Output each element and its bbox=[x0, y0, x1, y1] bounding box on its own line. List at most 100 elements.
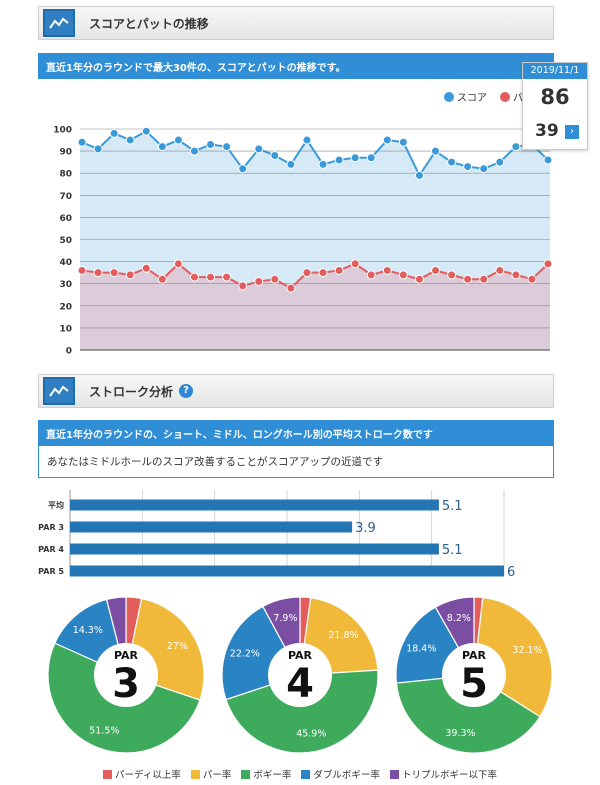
bar-category-label: 平均 bbox=[48, 500, 64, 510]
data-point bbox=[254, 144, 264, 154]
data-point bbox=[431, 146, 441, 156]
bar-value-label: 5.1 bbox=[442, 499, 463, 514]
data-point bbox=[238, 164, 248, 174]
pie-slice-label: 39.3% bbox=[445, 728, 475, 739]
y-tick-label: 40 bbox=[59, 258, 72, 268]
data-point bbox=[109, 268, 119, 278]
tooltip-score: 86 bbox=[540, 85, 570, 109]
section-description-banner: 直近1年分のラウンドの、ショート、ミドル、ロングホール別の平均ストローク数です bbox=[38, 420, 554, 446]
data-point bbox=[414, 274, 424, 284]
legend-label: ボギー率 bbox=[253, 770, 292, 781]
data-point bbox=[189, 272, 199, 282]
line-chart-icon bbox=[43, 377, 75, 405]
tooltip-date: 2019/11/1 bbox=[523, 63, 587, 79]
data-point bbox=[173, 259, 183, 269]
pie-center-large-label: 4 bbox=[286, 661, 314, 707]
data-point bbox=[286, 283, 296, 293]
legend-label: パ bbox=[513, 92, 523, 104]
data-point bbox=[238, 281, 248, 291]
data-point bbox=[543, 259, 553, 269]
data-point bbox=[270, 151, 280, 161]
data-point bbox=[350, 259, 360, 269]
bar-category-label: PAR 3 bbox=[38, 523, 64, 532]
data-point bbox=[206, 139, 216, 149]
section-header-stroke-analysis: ストローク分析 ? bbox=[38, 374, 554, 408]
legend-swatch bbox=[301, 769, 311, 779]
legend-label: スコア bbox=[457, 93, 487, 104]
data-point bbox=[157, 142, 167, 152]
bar-value-label: 6 bbox=[507, 565, 515, 580]
data-point bbox=[222, 142, 232, 152]
data-point bbox=[447, 270, 457, 280]
data-point bbox=[93, 268, 103, 278]
pie-legend-item: ボギー率 bbox=[241, 767, 291, 781]
pie-legend-item: ダブルボギー率 bbox=[301, 767, 380, 781]
pie-slice-label: 18.4% bbox=[406, 643, 436, 654]
section-description-banner: 直近1年分のラウンドで最大30件の、スコアとパットの推移です。 bbox=[38, 53, 554, 79]
data-point bbox=[334, 265, 344, 275]
data-point bbox=[270, 274, 280, 284]
pie-slice-label: 27% bbox=[167, 641, 188, 652]
y-tick-label: 100 bbox=[53, 126, 72, 136]
pie-slice bbox=[225, 669, 379, 754]
chevron-right-icon[interactable]: › bbox=[565, 125, 579, 139]
data-point bbox=[189, 146, 199, 156]
data-point bbox=[77, 137, 87, 147]
help-icon[interactable]: ? bbox=[179, 384, 194, 398]
pie-center bbox=[94, 643, 158, 707]
pie-center-small-label: PAR bbox=[462, 649, 487, 662]
y-tick-label: 70 bbox=[59, 192, 72, 202]
data-point bbox=[511, 142, 521, 152]
pie-slice-label: 8.2% bbox=[447, 613, 471, 624]
pie-center bbox=[442, 643, 506, 707]
legend-swatch bbox=[103, 769, 113, 779]
data-point bbox=[334, 155, 344, 165]
bar-value-label: 5.1 bbox=[442, 543, 463, 558]
data-point bbox=[463, 274, 473, 284]
legend-swatch bbox=[389, 769, 399, 779]
pie-slice-label: 21.8% bbox=[328, 630, 358, 641]
pie-slice-label: 51.5% bbox=[89, 726, 119, 737]
tooltip-putt: 39 bbox=[535, 121, 559, 141]
legend-label: ダブルボギー率 bbox=[313, 770, 380, 781]
legend-marker bbox=[500, 92, 510, 102]
data-point bbox=[318, 268, 328, 278]
legend-swatch bbox=[190, 769, 200, 779]
data-point bbox=[125, 135, 135, 145]
par-pie-charts: 27%51.5%14.3%PAR321.8%45.9%22.2%7.9%PAR4… bbox=[47, 596, 553, 754]
pie-center-large-label: 3 bbox=[112, 661, 140, 707]
data-point bbox=[302, 268, 312, 278]
section-title: スコアとパットの推移 bbox=[89, 16, 209, 31]
bar-category-label: PAR 4 bbox=[38, 545, 64, 554]
pie-slice-label: 14.3% bbox=[73, 625, 103, 636]
legend-label: パーディ以上率 bbox=[115, 770, 181, 781]
legend-marker bbox=[444, 92, 454, 102]
data-point bbox=[479, 164, 489, 174]
bar bbox=[70, 565, 504, 577]
pie-slice-label: 22.2% bbox=[230, 649, 260, 660]
bar-value-label: 3.9 bbox=[355, 521, 376, 536]
data-point bbox=[382, 265, 392, 275]
data-point bbox=[286, 159, 296, 169]
data-point bbox=[254, 276, 264, 286]
data-point bbox=[141, 126, 151, 136]
y-tick-label: 30 bbox=[59, 280, 72, 290]
data-point bbox=[431, 265, 441, 275]
data-point bbox=[543, 155, 553, 165]
legend-label: トリプルボギー以下率 bbox=[401, 770, 497, 781]
data-point bbox=[173, 135, 183, 145]
pie-center bbox=[268, 643, 332, 707]
data-point bbox=[511, 270, 521, 280]
bar bbox=[70, 521, 353, 533]
y-tick-label: 60 bbox=[59, 214, 72, 224]
pie-legend-item: トリプルボギー以下率 bbox=[389, 767, 497, 781]
data-point bbox=[527, 274, 537, 284]
pie-center-large-label: 5 bbox=[460, 661, 488, 707]
legend-label: パー率 bbox=[202, 770, 232, 781]
pie-slice-label: 45.9% bbox=[296, 729, 326, 740]
pie-slice-label: 32.1% bbox=[512, 645, 542, 656]
pie-slice bbox=[395, 674, 541, 754]
section-title: ストローク分析 bbox=[89, 384, 174, 399]
pie-legend-item: パーディ以上率 bbox=[103, 767, 181, 781]
y-tick-label: 10 bbox=[59, 324, 72, 334]
